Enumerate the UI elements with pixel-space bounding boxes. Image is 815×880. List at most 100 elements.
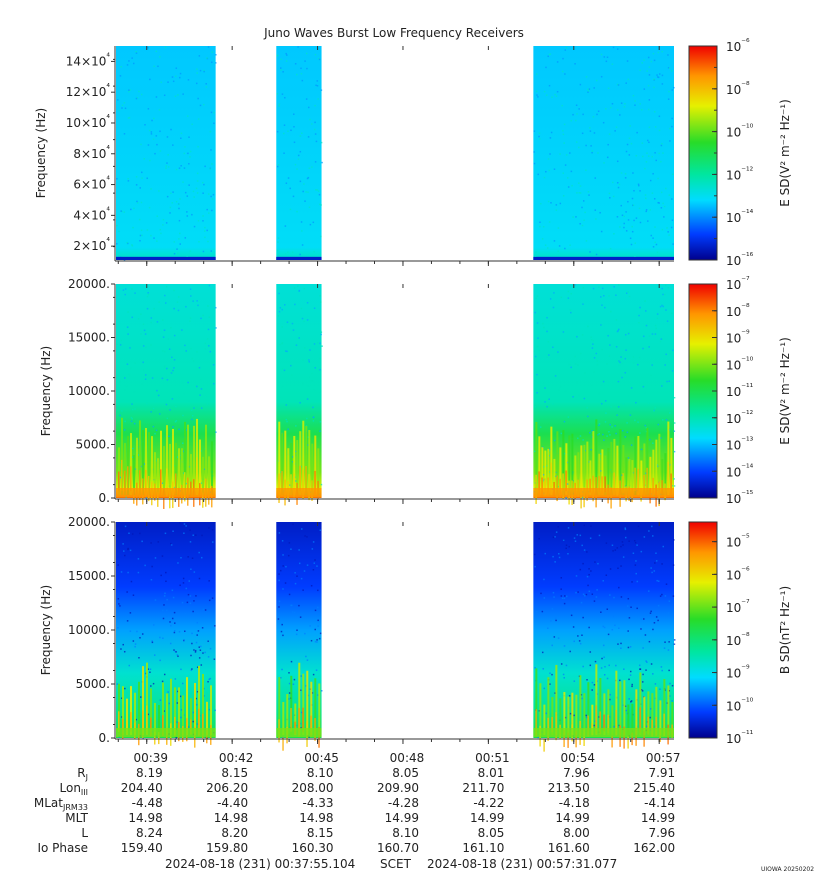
wave-streak — [138, 681, 140, 735]
speckle — [538, 132, 541, 134]
speckle — [596, 363, 599, 366]
speckle — [298, 562, 301, 565]
wave-streak — [631, 460, 634, 495]
speckle — [624, 371, 627, 374]
speckle — [192, 300, 194, 302]
speckle — [541, 238, 544, 240]
y-tick-label: 20000. — [68, 277, 110, 291]
wave-core — [547, 477, 549, 496]
speckle — [627, 395, 630, 397]
speckle — [542, 382, 545, 384]
speckle — [287, 177, 290, 179]
speckle — [581, 544, 583, 547]
speckle — [309, 349, 311, 351]
wave-streak — [305, 425, 308, 495]
speckle — [176, 654, 179, 656]
wave-core — [646, 467, 648, 495]
speckle — [163, 595, 166, 597]
speckle — [299, 135, 302, 137]
speckle — [630, 444, 633, 446]
speckle — [534, 255, 537, 258]
speckle — [208, 678, 211, 681]
speckle — [126, 620, 129, 622]
speckle — [200, 407, 203, 409]
wave-core — [281, 471, 283, 497]
wave-streak — [619, 681, 622, 735]
speckle — [627, 291, 629, 293]
speckle — [636, 607, 638, 610]
wave-core — [580, 488, 582, 509]
speckle — [158, 301, 160, 303]
speckle — [607, 87, 610, 90]
speckle — [608, 716, 611, 718]
wave-core — [587, 715, 589, 737]
speckle — [614, 425, 616, 427]
speckle — [285, 182, 288, 184]
speckle — [621, 429, 624, 432]
speckle — [280, 69, 282, 71]
speckle — [135, 50, 137, 53]
speckle — [625, 150, 628, 153]
speckle — [671, 125, 673, 128]
speckle — [204, 342, 207, 345]
speckle — [309, 118, 311, 121]
wave-streak — [150, 688, 152, 735]
wave-streak — [547, 677, 550, 735]
speckle — [661, 50, 663, 53]
speckle — [173, 629, 176, 632]
speckle — [196, 300, 198, 302]
speckle — [314, 53, 317, 56]
speckle — [648, 346, 650, 348]
speckle — [159, 150, 162, 152]
speckle — [163, 710, 165, 712]
speckle — [585, 716, 588, 719]
wave-core — [538, 471, 540, 495]
speckle — [598, 716, 600, 718]
speckle — [544, 401, 546, 403]
speckle — [563, 602, 566, 605]
speckle — [291, 456, 294, 458]
speckle — [608, 295, 610, 297]
speckle — [553, 240, 556, 242]
speckle — [137, 571, 140, 574]
speckle — [548, 398, 550, 400]
speckle — [294, 303, 296, 306]
speckle — [635, 401, 637, 404]
speckle — [309, 379, 312, 382]
speckle — [588, 88, 591, 90]
speckle — [155, 135, 158, 137]
wave-core — [154, 731, 156, 745]
wave-streak — [659, 700, 662, 735]
speckle — [636, 544, 638, 546]
speckle — [565, 544, 568, 547]
colorbar-tick-label: 10⁻¹⁶ — [726, 252, 754, 268]
speckle — [317, 57, 320, 60]
speckle — [593, 371, 595, 373]
speckle — [589, 432, 591, 434]
speckle — [556, 91, 559, 93]
colorbar-tick-label: 10⁻¹² — [726, 166, 754, 182]
wave-core — [603, 714, 605, 732]
speckle — [286, 321, 289, 323]
speckle — [154, 432, 156, 435]
speckle — [190, 409, 193, 412]
speckle — [569, 244, 571, 246]
wave-streak — [589, 460, 592, 495]
wave-streak — [628, 459, 631, 495]
wave-streak — [555, 664, 558, 735]
wave-core — [305, 466, 307, 494]
speckle — [621, 214, 624, 217]
speckle — [629, 125, 632, 127]
speckle — [189, 595, 192, 597]
speckle — [319, 529, 322, 532]
speckle — [131, 447, 134, 450]
speckle — [593, 724, 595, 727]
speckle — [643, 59, 645, 61]
speckle — [570, 292, 572, 295]
speckle — [116, 615, 118, 618]
speckle — [600, 384, 603, 386]
speckle — [620, 596, 623, 598]
wave-core — [655, 716, 657, 737]
speckle — [631, 225, 633, 228]
speckle — [565, 547, 567, 550]
